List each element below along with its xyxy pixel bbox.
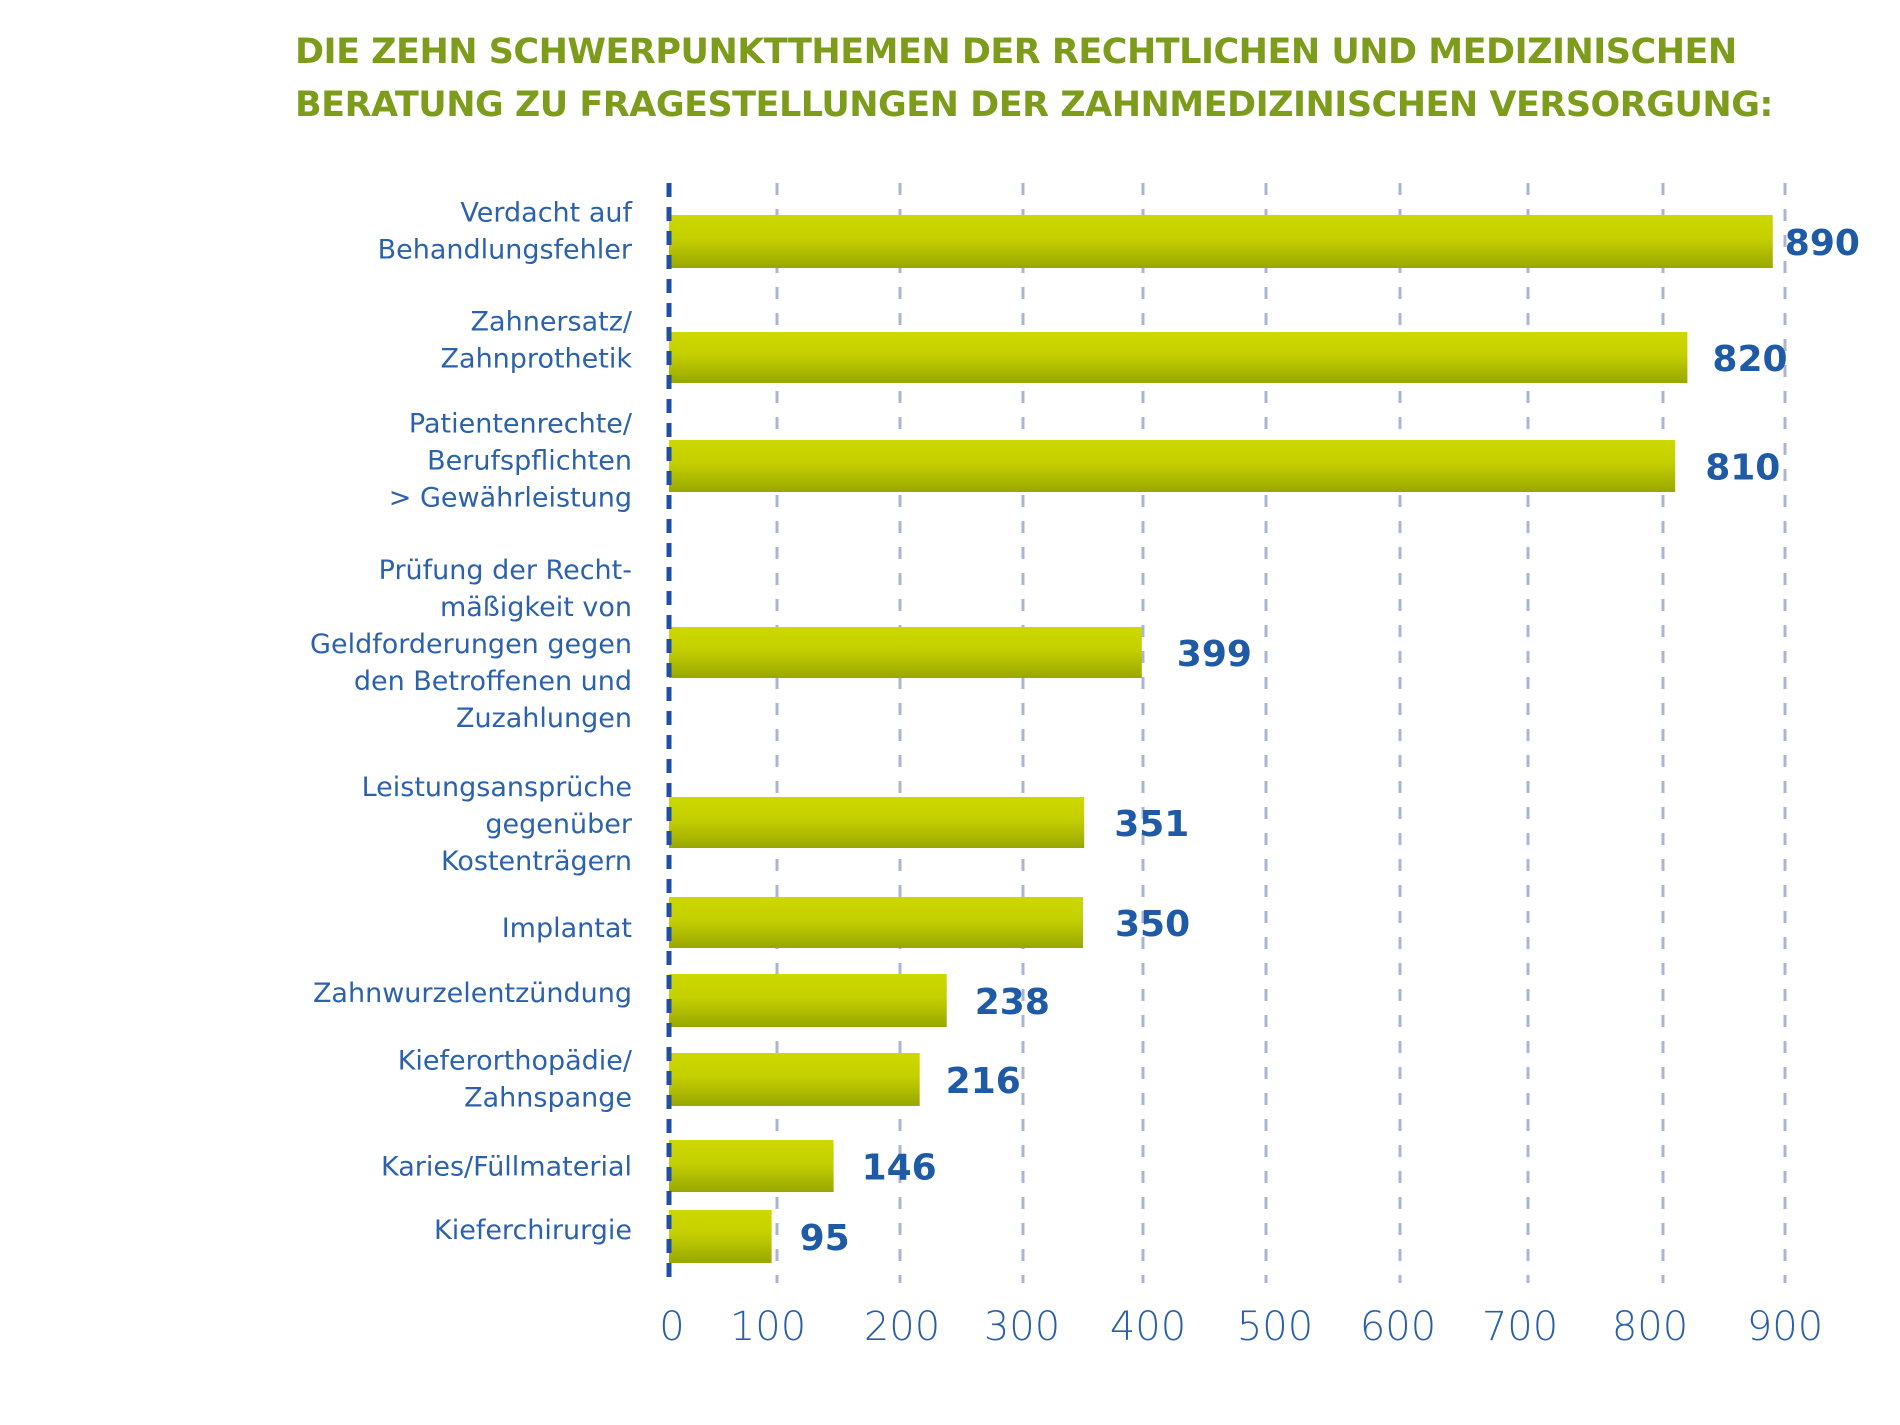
bar-7 xyxy=(669,1053,920,1106)
category-label-line: Leistungsansprüche xyxy=(362,772,632,803)
x-tick-label-200: 200 xyxy=(864,1304,940,1350)
value-label-2: 810 xyxy=(1705,448,1780,489)
category-label-8: Karies/Füllmaterial xyxy=(381,1152,632,1183)
category-label-line: Karies/Füllmaterial xyxy=(381,1152,632,1183)
value-label-9: 95 xyxy=(800,1218,850,1259)
value-labels: 890 820 810 399 351 350 238 216 146 95 xyxy=(800,223,1860,1259)
x-tick-label-100: 100 xyxy=(730,1304,806,1350)
x-tick-label-600: 600 xyxy=(1360,1304,1436,1350)
category-label-1: Zahnersatz/Zahnprothetik xyxy=(441,307,633,375)
x-tick-labels: 0 100 200 300 400 500 600 700 800 900 xyxy=(659,1304,1823,1350)
x-tick-label-700: 700 xyxy=(1482,1304,1558,1350)
category-label-line: > Gewährleistung xyxy=(389,483,632,514)
value-label-4: 351 xyxy=(1114,804,1189,845)
value-label-1: 820 xyxy=(1712,339,1787,380)
category-label-7: Kieferorthopädie/Zahnspange xyxy=(398,1046,633,1114)
bar-3 xyxy=(669,627,1142,678)
category-label-5: Implantat xyxy=(502,913,632,944)
category-label-line: Kieferorthopädie/ xyxy=(398,1046,633,1077)
bar-6 xyxy=(669,974,947,1027)
value-label-0: 890 xyxy=(1785,223,1860,264)
category-label-line: den Betroffenen und xyxy=(354,666,632,697)
category-label-line: Patientenrechte/ xyxy=(409,409,633,440)
chart-title-line-2: BERATUNG ZU FRAGESTELLUNGEN DER ZAHNMEDI… xyxy=(295,85,1773,125)
chart-title: DIE ZEHN SCHWERPUNKTTHEMEN DER RECHTLICH… xyxy=(295,26,1773,132)
category-label-line: Zahnersatz/ xyxy=(471,307,633,338)
x-tick-label-300: 300 xyxy=(984,1304,1060,1350)
category-label-line: Prüfung der Recht- xyxy=(379,555,632,586)
category-label-2: Patientenrechte/Berufspflichten > Gewährl… xyxy=(389,409,633,514)
bar-8 xyxy=(669,1140,834,1192)
bar-0 xyxy=(669,215,1773,268)
category-label-line: mäßigkeit von xyxy=(440,592,632,623)
category-label-3: Prüfung der Recht-mäßigkeit von Geldforde… xyxy=(310,555,632,734)
category-labels: Verdacht auf Behandlungsfehler Zahnersatz/… xyxy=(310,198,633,1247)
x-tick-label-500: 500 xyxy=(1237,1304,1313,1350)
category-label-line: Geldforderungen gegen xyxy=(310,629,632,660)
value-label-5: 350 xyxy=(1115,904,1190,945)
category-label-line: Zahnspange xyxy=(464,1083,632,1114)
category-label-line: Implantat xyxy=(502,913,632,944)
bar-4 xyxy=(669,797,1085,848)
value-label-3: 399 xyxy=(1177,634,1252,675)
category-label-line: Kieferchirurgie xyxy=(434,1215,632,1246)
x-tick-label-800: 800 xyxy=(1612,1304,1688,1350)
category-label-line: Kostenträgern xyxy=(441,846,632,877)
bar-9 xyxy=(669,1210,772,1263)
category-label-line: Berufspflichten xyxy=(427,446,632,477)
bar-2 xyxy=(669,440,1676,492)
chart-title-line-1: DIE ZEHN SCHWERPUNKTTHEMEN DER RECHTLICH… xyxy=(295,32,1737,72)
x-tick-label-900: 900 xyxy=(1747,1304,1823,1350)
category-label-line: Zuzahlungen xyxy=(456,703,632,734)
category-label-line: Verdacht auf xyxy=(460,198,633,229)
value-label-7: 216 xyxy=(946,1061,1021,1102)
category-label-line: Zahnprothetik xyxy=(441,344,633,375)
category-label-4: Leistungsansprüche gegenüber Kostenträgern xyxy=(362,772,633,877)
category-label-0: Verdacht auf Behandlungsfehler xyxy=(378,198,634,266)
category-label-line: Behandlungsfehler xyxy=(378,235,633,266)
value-label-6: 238 xyxy=(975,982,1050,1023)
category-label-line: Zahnwurzelentzündung xyxy=(313,978,632,1009)
bar-5 xyxy=(669,897,1083,948)
bar-1 xyxy=(669,332,1688,383)
value-label-8: 146 xyxy=(862,1148,937,1189)
x-tick-label-0: 0 xyxy=(659,1304,684,1350)
x-tick-label-400: 400 xyxy=(1110,1304,1186,1350)
bars xyxy=(669,215,1773,1263)
category-label-9: Kieferchirurgie xyxy=(434,1215,632,1246)
category-label-6: Zahnwurzelentzündung xyxy=(313,978,632,1009)
category-label-line: gegenüber xyxy=(485,809,632,840)
